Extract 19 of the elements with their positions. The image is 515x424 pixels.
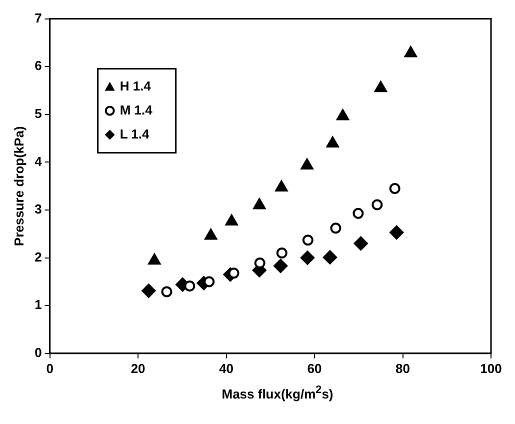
legend-label: H 1.4 xyxy=(120,78,152,94)
legend-label: L 1.4 xyxy=(120,126,150,142)
y-tick-label: 0 xyxy=(34,344,42,360)
y-tick-label: 2 xyxy=(34,249,42,264)
y-tick-label: 4 xyxy=(34,154,43,169)
x-tick-label: 20 xyxy=(130,360,146,376)
x-tick-label: 80 xyxy=(396,360,410,376)
x-tick-label: 0 xyxy=(46,360,54,376)
legend-label: M 1.4 xyxy=(120,102,154,118)
y-axis-title: Pressure drop(kPa) xyxy=(11,126,26,246)
y-tick-label: 3 xyxy=(34,202,42,217)
y-tick-label: 5 xyxy=(34,106,42,121)
y-tick-label: 6 xyxy=(34,58,42,74)
x-axis-title: Mass flux(kg/m$^{2}$s) xyxy=(220,384,334,402)
y-tick-label: 1 xyxy=(34,297,42,312)
y-tick-label: 7 xyxy=(34,10,42,26)
x-tick-label: 60 xyxy=(307,360,322,376)
x-tick-label: 40 xyxy=(219,360,234,376)
x-tick-label: 100 xyxy=(480,360,502,376)
